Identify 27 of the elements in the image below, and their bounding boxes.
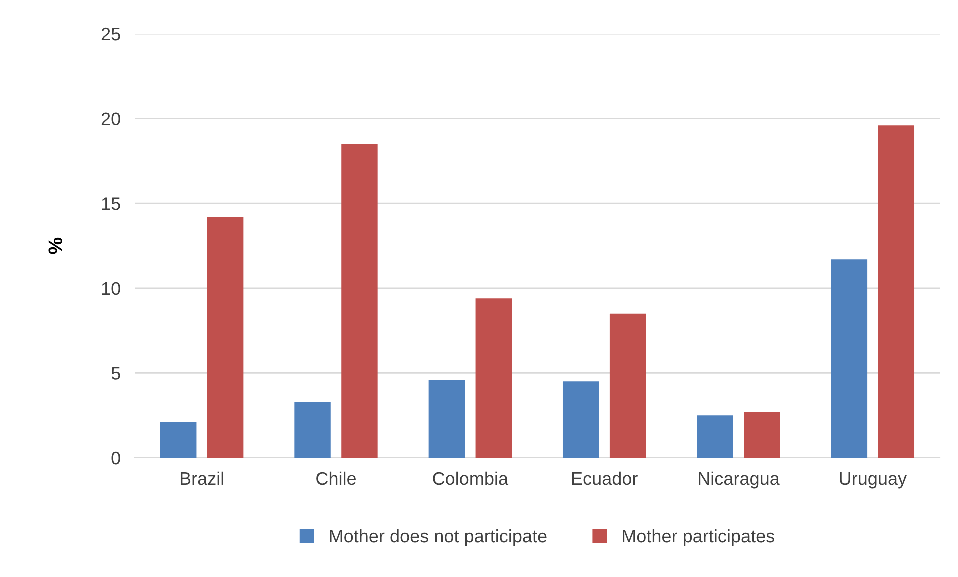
- bar: [428, 380, 466, 458]
- bar: [207, 217, 244, 458]
- legend-label: Mother does not participate: [330, 529, 547, 546]
- x-tick-label: Uruguay: [840, 472, 908, 489]
- bar: [160, 422, 197, 458]
- y-tick-label: 15: [102, 198, 120, 210]
- bar: [562, 382, 600, 458]
- y-tick-label: 25: [102, 28, 120, 41]
- bar: [744, 412, 780, 458]
- legend-label: Mother participates: [623, 529, 774, 546]
- bar: [294, 402, 331, 458]
- bar: [697, 416, 734, 458]
- x-tick-label: Nicaragua: [699, 472, 780, 489]
- bar: [342, 144, 378, 458]
- y-tick-label: 20: [102, 112, 120, 126]
- bar: [610, 314, 646, 458]
- x-tick-label: Chile: [316, 472, 356, 486]
- y-axis-title: %: [48, 238, 62, 254]
- bar: [831, 260, 868, 458]
- x-tick-label: Colombia: [433, 472, 509, 486]
- x-tick-label: Ecuador: [572, 472, 638, 486]
- y-tick-label: 10: [102, 282, 120, 296]
- y-tick-label: 0: [112, 452, 120, 465]
- x-tick-label: Brazil: [180, 472, 224, 486]
- y-tick-label: 5: [112, 367, 120, 380]
- bar: [878, 126, 915, 458]
- bar: [476, 298, 512, 458]
